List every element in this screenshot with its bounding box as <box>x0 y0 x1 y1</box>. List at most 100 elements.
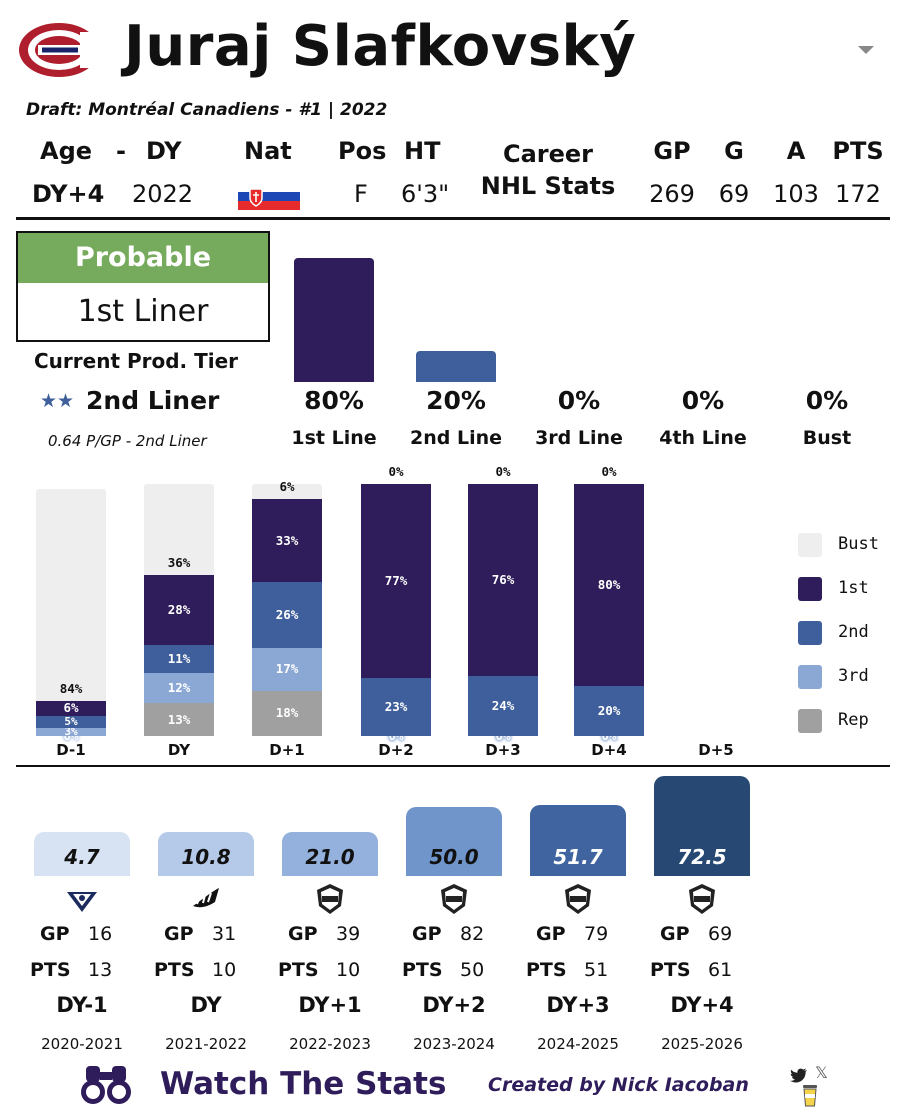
outcome-pct-label: 80% <box>304 386 364 415</box>
pts-value: 50 <box>460 959 485 981</box>
stack-seg-2nd <box>574 685 644 736</box>
gp-value: 31 <box>212 923 237 945</box>
x-tick-label: D+2 <box>378 741 414 759</box>
stack-label-1st: 6% <box>63 700 79 716</box>
pts-value: 13 <box>88 959 113 981</box>
pts-value: 172 <box>835 180 881 208</box>
binoculars-icon <box>81 1066 131 1104</box>
legend-swatch-bust <box>798 533 822 557</box>
twitter-bird-icon[interactable] <box>790 1068 808 1083</box>
pts-label: PTS <box>154 959 195 981</box>
stack-label-bust: 36% <box>167 554 191 570</box>
stack-label-3rd: 3% <box>64 725 78 739</box>
stack-label-bust: 0% <box>495 464 511 479</box>
legend-swatch-2nd <box>798 621 822 645</box>
legend-label: Rep <box>838 710 869 730</box>
nhl-league-icon <box>565 884 591 914</box>
gp-value: 82 <box>460 923 485 945</box>
stack-label-2nd: 23% <box>384 699 408 715</box>
stack-label-rep: 13% <box>167 711 191 727</box>
current-tier-value: 2nd Liner <box>86 386 220 415</box>
dropdown-caret-icon[interactable] <box>858 46 874 54</box>
gp-value: 39 <box>336 923 361 945</box>
outcome-category-label: 1st Line <box>291 427 377 449</box>
stack-seg-bust <box>252 484 322 500</box>
outcome-bar-0 <box>294 258 374 382</box>
outcome-pct-label: 0% <box>805 386 849 415</box>
outcome-category-label: Bust <box>802 427 852 449</box>
outcome-category-label: 4th Line <box>659 427 747 449</box>
season-value-label: 51.7 <box>553 845 603 869</box>
pts-label: PTS <box>526 959 567 981</box>
pts-label: PTS <box>650 959 691 981</box>
season-bar <box>34 832 130 876</box>
career-label: Career <box>502 140 594 168</box>
stack-label-bust: 0% <box>388 464 404 479</box>
stack-seg-1st <box>252 499 322 583</box>
stack-seg-rep <box>144 703 214 736</box>
gp-label: GP <box>660 923 690 945</box>
outcome-pct-label: 0% <box>557 386 601 415</box>
outcome-bar-1 <box>416 351 496 382</box>
stack-label-rep: 0% <box>601 728 617 743</box>
stack-seg-3rd <box>36 728 106 736</box>
divider <box>16 765 890 767</box>
stack-label-3rd: 17% <box>275 661 299 677</box>
stack-label-3rd: 0% <box>388 728 404 743</box>
stack-seg-2nd <box>361 678 431 736</box>
dy-value: 2022 <box>132 180 194 208</box>
season-label: 2025-2026 <box>661 1035 743 1053</box>
projection-value: 1st Liner <box>77 294 209 329</box>
hk-league-icon <box>67 892 97 912</box>
season-bar <box>654 776 750 876</box>
dy-label: DY <box>190 993 222 1017</box>
stack-label-1st: 80% <box>597 576 621 592</box>
g-value: 69 <box>718 180 750 208</box>
x-tick-label: D+1 <box>269 741 305 759</box>
pos-label: Pos <box>338 137 387 165</box>
x-logo-icon[interactable]: 𝕏 <box>815 1063 828 1082</box>
stack-label-2nd: 11% <box>167 651 191 667</box>
player-name: Juraj Slafkovský <box>124 14 637 79</box>
nat-label: Nat <box>244 137 292 165</box>
stack-seg-2nd <box>144 645 214 673</box>
stack-seg-3rd <box>252 647 322 691</box>
stack-label-3rd: 12% <box>167 680 191 696</box>
season-label: 2020-2021 <box>41 1035 123 1053</box>
current-tier-label: Current Prod. Tier <box>34 349 239 373</box>
pts-value: 10 <box>212 959 237 981</box>
season-bar <box>530 804 626 876</box>
legend-swatch-rep <box>798 709 822 733</box>
pts-value: 10 <box>336 959 361 981</box>
stack-label-2nd: 24% <box>491 697 515 713</box>
ppg-line: 0.64 P/GP - 2nd Liner <box>48 432 207 450</box>
coffee-cup-icon[interactable] <box>802 1085 818 1107</box>
stack-label-bust: 84% <box>59 680 83 696</box>
gp-label: GP <box>40 923 70 945</box>
projection-label: Probable <box>18 233 268 283</box>
stack-label-2nd: 20% <box>597 702 621 718</box>
outcome-pct-label: 0% <box>681 386 725 415</box>
stack-seg-1st <box>574 484 644 686</box>
x-tick-label: D+5 <box>698 741 734 759</box>
stack-label-1st: 77% <box>384 573 408 589</box>
season-value-label: 72.5 <box>677 845 727 869</box>
season-label: 2023-2024 <box>413 1035 495 1053</box>
pts-label: PTS <box>30 959 71 981</box>
stack-label-3rd: 0% <box>601 728 617 743</box>
stack-label-rep: 18% <box>275 705 299 721</box>
stack-label-bust: 0% <box>601 464 617 479</box>
g-label: G <box>724 137 744 165</box>
dy-label: DY+3 <box>546 993 610 1017</box>
dy-label: DY+2 <box>422 993 486 1017</box>
age-label: Age <box>40 137 93 165</box>
outcome-pct-label: 20% <box>426 386 486 415</box>
stack-label-rep: 0% <box>495 728 511 743</box>
gp-value: 16 <box>88 923 113 945</box>
season-label: 2022-2023 <box>289 1035 371 1053</box>
x-tick-label: D+3 <box>485 741 521 759</box>
x-tick-label: D-1 <box>56 741 86 759</box>
ht-value: 6'3" <box>401 180 450 208</box>
pts-value: 61 <box>708 959 733 981</box>
stack-seg-1st <box>361 484 431 679</box>
